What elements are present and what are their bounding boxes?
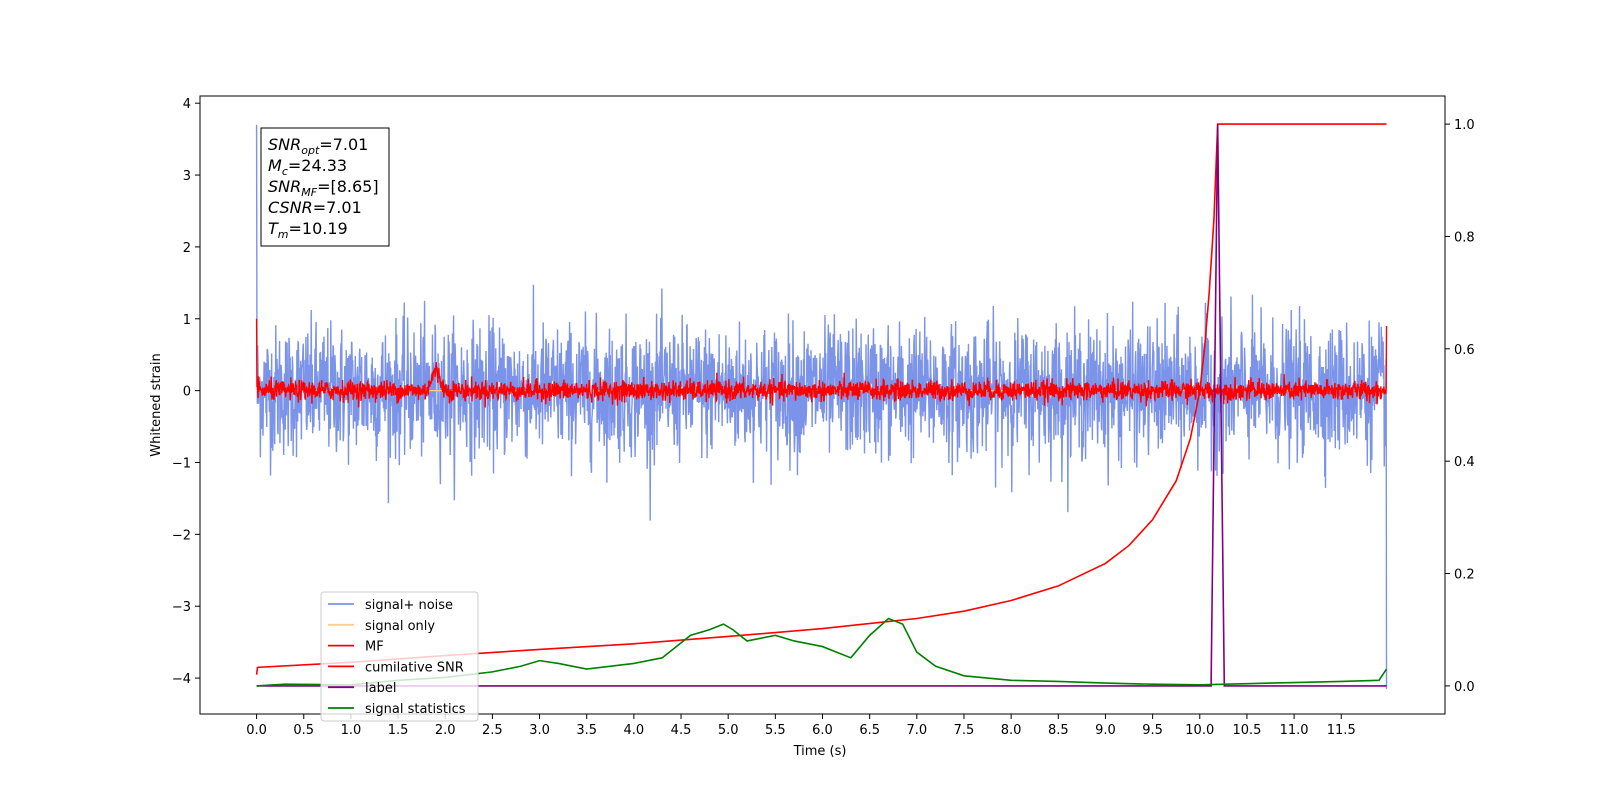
annotation-line: SNRopt=7.01 <box>268 135 368 157</box>
x-tick-label: 9.5 <box>1142 723 1163 738</box>
y-left-tick-label: 1 <box>183 313 191 328</box>
legend-entry: signal statistics <box>365 702 466 717</box>
annotation-line: CSNR=7.01 <box>268 198 362 217</box>
series-label <box>256 124 1387 687</box>
annotation-line: Tm=10.19 <box>268 219 348 241</box>
x-tick-label: 3.0 <box>529 723 550 738</box>
x-tick-label: 2.0 <box>435 723 456 738</box>
y-right-tick-label: 0.6 <box>1454 343 1475 358</box>
x-tick-label: 5.0 <box>718 723 739 738</box>
y-left-tick-label: −4 <box>172 672 191 687</box>
legend-entry: cumilative SNR <box>365 660 464 675</box>
x-tick-label: 7.0 <box>906 723 927 738</box>
x-tick-label: 4.5 <box>671 723 692 738</box>
x-axis: 0.0 0.5 1.0 1.5 2.0 2.5 3.0 3.5 4.0 4.5 5.0 5.5 6.0 6… <box>246 714 1356 738</box>
x-tick-label: 11.0 <box>1280 723 1309 738</box>
y-left-tick-label: 3 <box>183 169 191 184</box>
series-mf <box>255 318 1388 408</box>
annotation-box: SNRopt=7.01Mc=24.33SNRMF=[8.65]CSNR=7.01… <box>260 127 390 247</box>
y-right-tick-label: 0.4 <box>1454 455 1475 470</box>
y-axis-label: Whitened strain <box>149 353 164 456</box>
annotation-line: SNRMF=[8.65] <box>268 177 379 199</box>
y-right-tick-label: 0.8 <box>1454 230 1475 245</box>
legend-entry: signal only <box>365 619 435 634</box>
legend-entry: label <box>365 681 396 696</box>
x-tick-label: 4.0 <box>624 723 645 738</box>
x-tick-label: 3.5 <box>576 723 597 738</box>
x-tick-label: 10.5 <box>1232 723 1261 738</box>
y-axis-right: 0.0 0.2 0.4 0.6 0.8 1.0 <box>1445 118 1475 695</box>
y-left-tick-label: −3 <box>172 600 191 615</box>
x-tick-label: 10.0 <box>1185 723 1214 738</box>
legend-entry: MF <box>365 640 384 655</box>
y-left-tick-label: 4 <box>183 97 191 112</box>
series-signal-statistics <box>256 617 1388 687</box>
annotation-line: Mc=24.33 <box>268 156 347 178</box>
x-tick-label: 8.0 <box>1001 723 1022 738</box>
legend-frame <box>320 591 479 722</box>
x-tick-label: 1.0 <box>341 723 362 738</box>
annotation-frame <box>260 127 390 247</box>
x-tick-label: 6.0 <box>812 723 833 738</box>
y-right-tick-label: 1.0 <box>1454 118 1475 133</box>
x-tick-label: 11.5 <box>1327 723 1356 738</box>
x-tick-label: 9.0 <box>1095 723 1116 738</box>
y-axis-left: 4 3 2 1 0 −1 −2 −3 −4 <box>172 97 200 687</box>
x-tick-label: 5.5 <box>765 723 786 738</box>
x-tick-label: 6.5 <box>859 723 880 738</box>
series-layer <box>255 123 1388 689</box>
x-tick-label: 0.5 <box>293 723 314 738</box>
x-tick-label: 8.5 <box>1048 723 1069 738</box>
x-axis-label: Time (s) <box>793 744 847 759</box>
x-tick-label: 7.5 <box>954 723 975 738</box>
x-tick-label: 1.5 <box>388 723 409 738</box>
y-left-tick-label: −1 <box>172 456 191 471</box>
legend-entry: signal+ noise <box>365 598 453 613</box>
y-left-tick-label: 0 <box>183 385 191 400</box>
y-right-tick-label: 0.2 <box>1454 568 1475 583</box>
x-tick-label: 2.5 <box>482 723 503 738</box>
y-left-tick-label: 2 <box>183 241 191 256</box>
x-tick-label: 0.0 <box>246 723 267 738</box>
legend: signal+ noise signal only MF cumilative SNR… <box>320 591 479 722</box>
y-right-tick-label: 0.0 <box>1454 680 1475 695</box>
y-left-tick-label: −2 <box>172 528 191 543</box>
